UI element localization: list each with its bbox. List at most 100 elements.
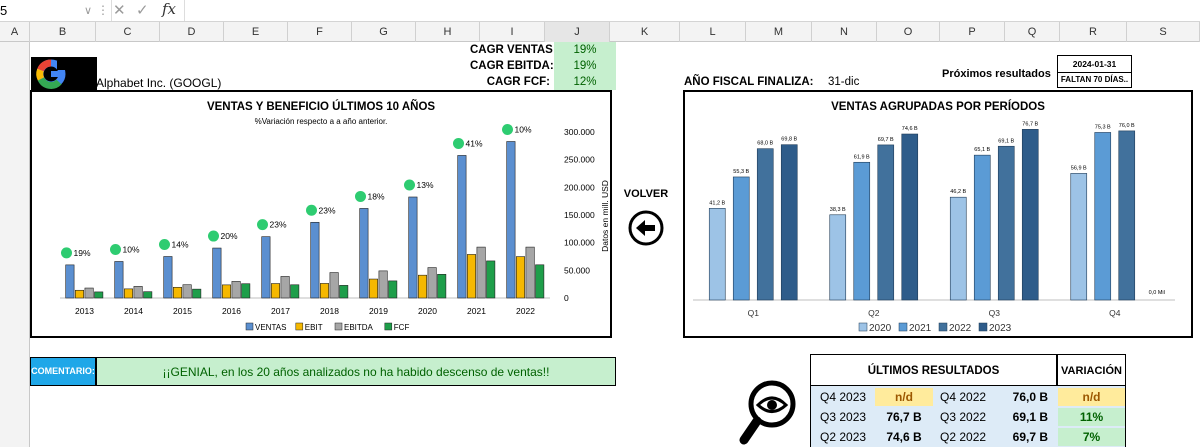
- chart1-ytick: 50.000: [564, 265, 590, 275]
- chart1-legend-label: EBITDA: [344, 323, 374, 332]
- comment-label: COMENTARIO:: [31, 366, 95, 376]
- chart1-variation-dot: [453, 137, 464, 149]
- column-header-g[interactable]: G: [352, 22, 416, 42]
- column-header-c[interactable]: C: [96, 22, 160, 42]
- chart1-bar-fcf: [388, 280, 398, 299]
- chart2-bar-2023: [1021, 129, 1039, 301]
- chart1-bar-ebit: [222, 284, 232, 299]
- chart2-xtick: Q1: [748, 308, 760, 318]
- cagr-values-cell: [554, 42, 616, 90]
- fx-icon[interactable]: fx: [162, 0, 177, 18]
- chart1-xtick: 2017: [271, 306, 290, 316]
- chart2-bar-2023: [901, 133, 919, 301]
- results-cell-v-now: n/d: [875, 388, 933, 406]
- column-header-r[interactable]: R: [1060, 22, 1127, 42]
- row-headers: [0, 42, 30, 447]
- column-header-o[interactable]: O: [877, 22, 940, 42]
- more-icon[interactable]: ⋮: [97, 3, 109, 17]
- magnifier-eye-icon: [739, 380, 796, 445]
- column-header-f[interactable]: F: [288, 22, 352, 42]
- results-cell-v-prev: 76,0 B: [1012, 390, 1048, 404]
- chart1-bar-ventas: [310, 221, 320, 299]
- column-header-m[interactable]: M: [746, 22, 812, 42]
- chart2-bar-2021: [732, 176, 750, 301]
- volver-button[interactable]: VOLVER: [620, 188, 672, 252]
- column-header-l[interactable]: L: [680, 22, 746, 42]
- chart1-bar-ebitda: [84, 287, 94, 299]
- column-header-q[interactable]: Q: [1005, 22, 1060, 42]
- name-box[interactable]: 5: [0, 0, 112, 21]
- column-header-s[interactable]: S: [1127, 22, 1200, 42]
- results-cell-var: 7%: [1058, 428, 1125, 446]
- results-cell-q-prev: Q2 2022: [940, 430, 987, 444]
- chart1-bar-fcf: [486, 260, 496, 299]
- chart1-bar-ebit: [368, 278, 378, 299]
- column-header-p[interactable]: P: [940, 22, 1005, 42]
- cagr-ventas-label: CAGR VENTAS:: [470, 44, 557, 56]
- results-cell-v-prev: 69,7 B: [1012, 430, 1048, 444]
- chart1-xtick: 2013: [75, 306, 94, 316]
- chart1-bar-fcf: [192, 288, 202, 299]
- column-header-j[interactable]: J: [545, 22, 610, 42]
- chart2-value-label: 76,0 B: [1119, 123, 1135, 129]
- logo: [31, 57, 97, 91]
- quarterly-chart: VENTAS AGRUPADAS POR PERÍODOS 41,2 B 55,3 …: [693, 100, 1175, 334]
- chart1-ytick: 300.000: [564, 127, 595, 137]
- results-cell-var: 11%: [1058, 408, 1125, 426]
- chart1-legend-swatch: [245, 322, 254, 331]
- enter-icon[interactable]: ✓: [136, 2, 149, 19]
- chart2-bar-2022: [1118, 130, 1136, 301]
- chart1-variation-dot: [61, 247, 72, 259]
- results-cell-q-prev: Q4 2022: [940, 390, 987, 404]
- chart1-bar-ebitda: [427, 267, 437, 299]
- chart2-value-label: 61,9 B: [854, 154, 870, 160]
- chart2-value-label: 75,3 B: [1095, 124, 1111, 130]
- chart1-ytick: 0: [564, 293, 569, 303]
- chart1-bar-ebit: [173, 286, 183, 299]
- chart2-title: VENTAS AGRUPADAS POR PERÍODOS: [831, 100, 1045, 113]
- chevron-down-icon[interactable]: ∨: [84, 5, 93, 17]
- chart2-value-label: 68,0 B: [757, 141, 773, 147]
- chart2-value-label: 69,8 B: [781, 137, 797, 143]
- chart1-bar-ventas: [359, 208, 369, 299]
- chart2-xtick: Q4: [1109, 308, 1121, 318]
- chart1-xtick: 2015: [173, 306, 192, 316]
- column-header-e[interactable]: E: [224, 22, 288, 42]
- chart1-bar-ebit: [319, 283, 329, 299]
- chart2-value-label: 65,1 B: [974, 147, 990, 153]
- column-header-i[interactable]: I: [480, 22, 545, 42]
- results-cell-q-prev: Q3 2022: [940, 410, 987, 424]
- chart1-bar-ebitda: [378, 270, 388, 299]
- chart1-bar-ebit: [124, 288, 134, 299]
- results-row: Q3 2023 76,7 B Q3 2022 69,1 B 11%: [811, 408, 1125, 428]
- column-header-k[interactable]: K: [610, 22, 680, 42]
- chart1-xtick: 2022: [516, 306, 535, 316]
- chart1-ylabel: Datos en mill. USD: [600, 180, 610, 252]
- column-header-a[interactable]: A: [0, 22, 30, 42]
- sales-chart: VENTAS Y BENEFICIO ÚLTIMOS 10 AÑOS %Varia…: [60, 100, 610, 332]
- chart1-legend-swatch: [384, 322, 393, 331]
- chart1-bar-ventas: [212, 247, 222, 299]
- chart1-bar-ventas: [261, 236, 271, 299]
- cancel-icon[interactable]: ✕: [113, 2, 126, 19]
- chart2-value-label: 55,3 B: [733, 169, 749, 175]
- cagr-ebitda-label: CAGR EBITDA:: [470, 60, 554, 72]
- formula-input[interactable]: [184, 0, 1200, 21]
- chart1-xtick: 2016: [222, 306, 241, 316]
- column-header-b[interactable]: B: [30, 22, 96, 42]
- fiscal-value: 31-dic: [828, 76, 860, 88]
- column-header-n[interactable]: N: [812, 22, 877, 42]
- chart1-bar-ebit: [515, 256, 525, 299]
- chart1-variation-dot: [257, 219, 268, 231]
- chart1-bar-ebitda: [231, 281, 241, 299]
- results-cell-q-now: Q3 2023: [820, 410, 867, 424]
- chart2-value-label: 56,9 B: [1071, 165, 1087, 171]
- chart1-xtick: 2020: [418, 306, 437, 316]
- comment-cell: ¡¡GENIAL, en los 20 años analizados no h…: [96, 357, 616, 386]
- fiscal-label: AÑO FISCAL FINALIZA:: [684, 76, 814, 88]
- chart2-bar-2020: [829, 214, 847, 301]
- chart1-title: VENTAS Y BENEFICIO ÚLTIMOS 10 AÑOS: [207, 100, 435, 113]
- column-header-h[interactable]: H: [416, 22, 480, 42]
- quarterly-chart-panel: VENTAS AGRUPADAS POR PERÍODOS 41,2 B 55,3 …: [683, 90, 1193, 338]
- column-header-d[interactable]: D: [160, 22, 224, 42]
